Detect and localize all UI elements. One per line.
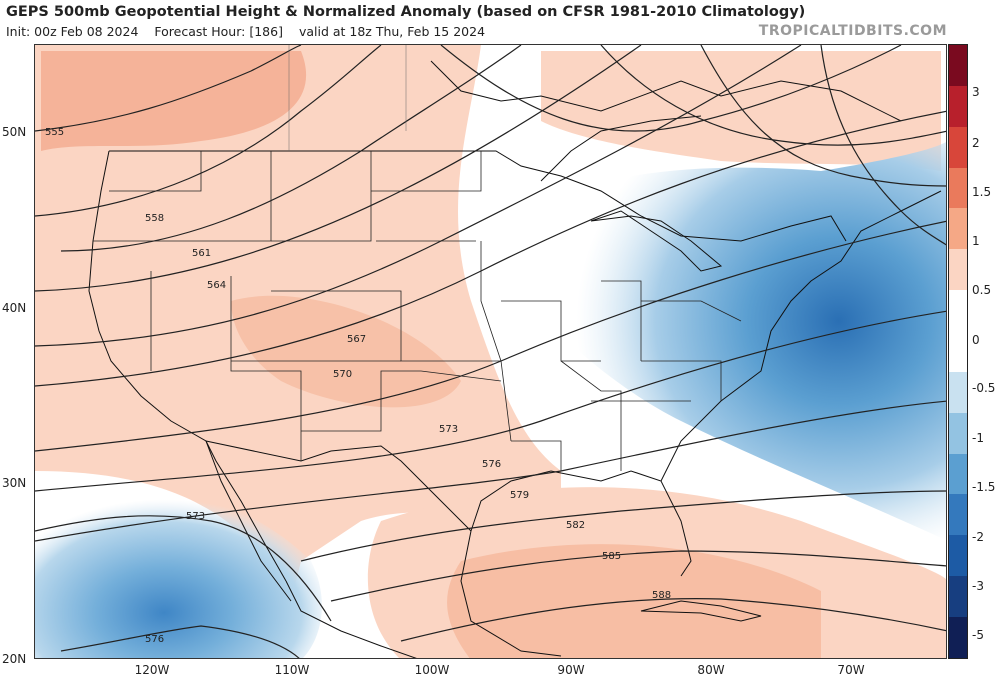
pacific-mexico-coast — [285, 580, 417, 658]
cool-anomaly-east — [511, 142, 946, 541]
contour-585 — [330, 550, 946, 602]
lon-label: 100W — [414, 663, 450, 677]
map-panel: 555 558 561 564 567 570 573 576 579 582 … — [34, 44, 947, 659]
lat-label: 30N — [2, 476, 27, 490]
colorbar-label: -0.5 — [972, 381, 996, 395]
warm-anomaly-rockies — [231, 295, 461, 408]
lon-label: 70W — [837, 663, 865, 677]
colorbar-label: 2 — [972, 136, 980, 150]
cuba — [640, 600, 762, 622]
contour-564 — [35, 45, 642, 292]
colorbar-segment — [949, 290, 967, 332]
contour-567 — [35, 45, 802, 347]
colorbar-label: -1.5 — [972, 480, 996, 494]
colorbar-segment — [949, 535, 967, 577]
contour-558 — [35, 45, 382, 217]
lat-label: 40N — [2, 301, 27, 315]
lon-label: 110W — [274, 663, 310, 677]
colorbar-segment — [949, 412, 967, 454]
us-canada-border — [109, 150, 847, 242]
gulf-coast — [470, 470, 692, 577]
colorbar-segment — [949, 167, 967, 209]
colorbar — [948, 44, 968, 659]
lat-label: 20N — [2, 652, 27, 666]
contour-label: 576 — [145, 634, 164, 645]
contour-label: 564 — [207, 280, 226, 291]
valid-time: valid at 18z Thu, Feb 15 2024 — [298, 24, 486, 39]
contour-label: 561 — [192, 248, 211, 259]
colorbar-segment — [949, 208, 967, 250]
contour-576-sw — [60, 625, 300, 658]
contour-570 — [35, 110, 946, 387]
contour-labels: 555 558 561 564 567 570 573 576 579 582 … — [45, 127, 671, 645]
colorbar-segment — [949, 453, 967, 495]
contour-label: 555 — [45, 127, 64, 138]
mexico-coast — [460, 530, 562, 657]
meridians — [288, 45, 407, 151]
anomaly-shading — [35, 45, 946, 658]
contour-label: 573 — [439, 424, 458, 435]
contour-579 — [35, 400, 946, 542]
colorbar-label: 1 — [972, 234, 980, 248]
hudson-bay-coast — [540, 115, 702, 182]
colorbar-segment — [949, 249, 967, 291]
init-time: Init: 00z Feb 08 2024 — [6, 24, 139, 39]
colorbar-segment — [949, 331, 967, 372]
contour-label: 576 — [482, 459, 501, 470]
contour-label: 588 — [652, 590, 671, 601]
forecast-hour: Forecast Hour: [186] — [154, 24, 283, 39]
colorbar-label: 0 — [972, 333, 980, 347]
warm-anomaly-arctic — [541, 51, 941, 171]
contour-576 — [35, 310, 946, 492]
colorbar-segment — [949, 576, 967, 618]
contour-573 — [35, 220, 946, 452]
contour-label: 558 — [145, 213, 164, 224]
colorbar-segment — [949, 494, 967, 536]
contour-label: 582 — [566, 520, 585, 531]
colorbar-segment — [949, 617, 967, 658]
colorbar-label: 0.5 — [972, 283, 992, 297]
contour-label: 567 — [347, 334, 366, 345]
contour-label: 570 — [333, 369, 352, 380]
lon-label: 90W — [557, 663, 585, 677]
colorbar-label: 3 — [972, 85, 980, 99]
coastlines-and-borders — [88, 60, 942, 658]
colorbar-label: -5 — [972, 628, 984, 642]
colorbar-label: 1.5 — [972, 185, 992, 199]
site-brand: TROPICALTIDBITS.COM — [758, 23, 947, 39]
east-coast — [660, 190, 942, 482]
colorbar-segment — [949, 45, 967, 86]
lat-label: 50N — [2, 125, 27, 139]
contour-label: 579 — [510, 490, 529, 501]
colorbar-segment — [949, 126, 967, 168]
map-canvas: 555 558 561 564 567 570 573 576 579 582 … — [35, 45, 946, 658]
contour-561 — [60, 45, 522, 252]
baja-coast — [205, 440, 292, 602]
colorbar-label: -2 — [972, 530, 984, 544]
colorbar-segment — [949, 85, 967, 127]
height-contours — [35, 45, 946, 658]
contour-588 — [400, 598, 946, 642]
map-subtitle: Init: 00z Feb 08 2024 Forecast Hour: [18… — [6, 24, 497, 39]
colorbar-segment — [949, 371, 967, 413]
map-title: GEPS 500mb Geopotential Height & Normali… — [6, 4, 806, 20]
colorbar-label: -3 — [972, 579, 984, 593]
contour-573-sw — [35, 515, 332, 622]
colorbar-label: -1 — [972, 431, 984, 445]
lon-label: 120W — [134, 663, 170, 677]
contour-582 — [300, 490, 946, 562]
lon-label: 80W — [697, 663, 725, 677]
contour-label: 573 — [186, 511, 205, 522]
great-lakes — [590, 210, 723, 272]
contour-label: 585 — [602, 551, 621, 562]
contour-555 — [35, 45, 302, 132]
